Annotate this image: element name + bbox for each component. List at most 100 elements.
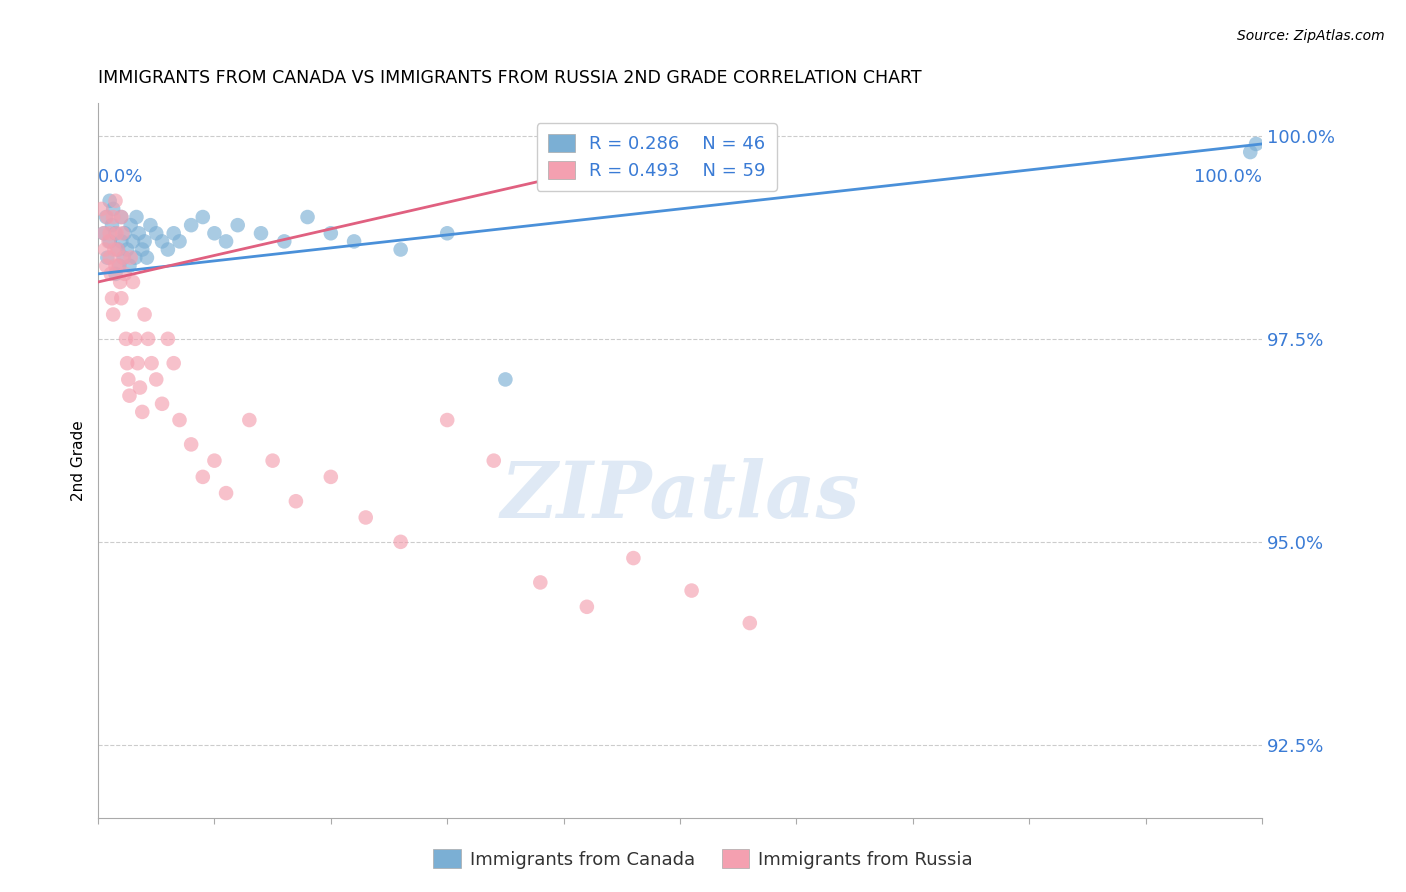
Point — [319, 227, 342, 241]
Text: ZIPatlas: ZIPatlas — [501, 458, 859, 534]
Point — [108, 275, 131, 289]
Point — [129, 380, 152, 394]
Point — [114, 267, 136, 281]
Point — [98, 235, 121, 249]
Point — [284, 494, 307, 508]
Point — [145, 227, 167, 241]
Point — [163, 227, 186, 241]
Point — [107, 243, 129, 257]
Point — [122, 275, 145, 289]
Point — [131, 405, 153, 419]
Point — [117, 372, 139, 386]
Point — [1239, 145, 1261, 159]
Point — [124, 251, 146, 265]
Point — [204, 227, 226, 241]
Point — [104, 259, 127, 273]
Text: 0.0%: 0.0% — [98, 168, 143, 186]
Point — [250, 227, 273, 241]
Point — [681, 583, 703, 598]
Point — [118, 259, 141, 273]
Point — [136, 251, 159, 265]
Point — [105, 227, 128, 241]
Point — [529, 575, 551, 590]
Point — [273, 235, 295, 249]
Point — [297, 210, 319, 224]
Point — [319, 470, 342, 484]
Point — [115, 356, 138, 370]
Point — [125, 210, 148, 224]
Point — [150, 397, 173, 411]
Point — [191, 210, 214, 224]
Point — [101, 218, 124, 232]
Text: IMMIGRANTS FROM CANADA VS IMMIGRANTS FROM RUSSIA 2ND GRADE CORRELATION CHART: IMMIGRANTS FROM CANADA VS IMMIGRANTS FRO… — [98, 69, 922, 87]
Point — [107, 243, 129, 257]
Point — [108, 259, 131, 273]
Point — [96, 251, 118, 265]
Point — [238, 413, 260, 427]
Point — [623, 551, 645, 566]
Point — [134, 235, 156, 249]
Point — [110, 235, 132, 249]
Point — [101, 210, 124, 224]
Point — [215, 235, 238, 249]
Point — [101, 291, 124, 305]
Point — [96, 210, 118, 224]
Point — [104, 194, 127, 208]
Point — [343, 235, 366, 249]
Point — [156, 332, 179, 346]
Point — [97, 235, 120, 249]
Point — [738, 615, 761, 630]
Point — [96, 210, 118, 224]
Point — [93, 227, 115, 241]
Point — [134, 308, 156, 322]
Point — [110, 210, 132, 224]
Point — [163, 356, 186, 370]
Point — [1244, 136, 1267, 151]
Point — [101, 308, 124, 322]
Point — [112, 251, 135, 265]
Point — [180, 437, 202, 451]
Point — [103, 243, 125, 257]
Point — [114, 227, 136, 241]
Point — [389, 243, 412, 257]
Point — [100, 267, 122, 281]
Point — [93, 227, 115, 241]
Point — [104, 267, 127, 281]
Point — [136, 332, 159, 346]
Point — [98, 251, 121, 265]
Point — [110, 291, 132, 305]
Point — [101, 202, 124, 216]
Point — [90, 202, 112, 216]
Point — [98, 194, 121, 208]
Point — [128, 227, 150, 241]
Point — [108, 259, 131, 273]
Point — [354, 510, 377, 524]
Legend: R = 0.286    N = 46, R = 0.493    N = 59: R = 0.286 N = 46, R = 0.493 N = 59 — [537, 123, 776, 191]
Point — [145, 372, 167, 386]
Point — [389, 534, 412, 549]
Point — [104, 227, 127, 241]
Point — [226, 218, 249, 232]
Point — [94, 243, 117, 257]
Text: 100.0%: 100.0% — [1194, 168, 1263, 186]
Point — [436, 227, 458, 241]
Point — [204, 453, 226, 467]
Point — [122, 235, 145, 249]
Point — [156, 243, 179, 257]
Point — [112, 251, 135, 265]
Point — [111, 227, 134, 241]
Point — [482, 453, 505, 467]
Point — [115, 243, 138, 257]
Point — [96, 259, 118, 273]
Point — [262, 453, 284, 467]
Point — [150, 235, 173, 249]
Y-axis label: 2nd Grade: 2nd Grade — [72, 420, 86, 501]
Point — [575, 599, 598, 614]
Point — [139, 218, 162, 232]
Point — [118, 389, 141, 403]
Point — [169, 413, 191, 427]
Point — [191, 470, 214, 484]
Point — [120, 218, 142, 232]
Text: Source: ZipAtlas.com: Source: ZipAtlas.com — [1237, 29, 1385, 43]
Point — [141, 356, 163, 370]
